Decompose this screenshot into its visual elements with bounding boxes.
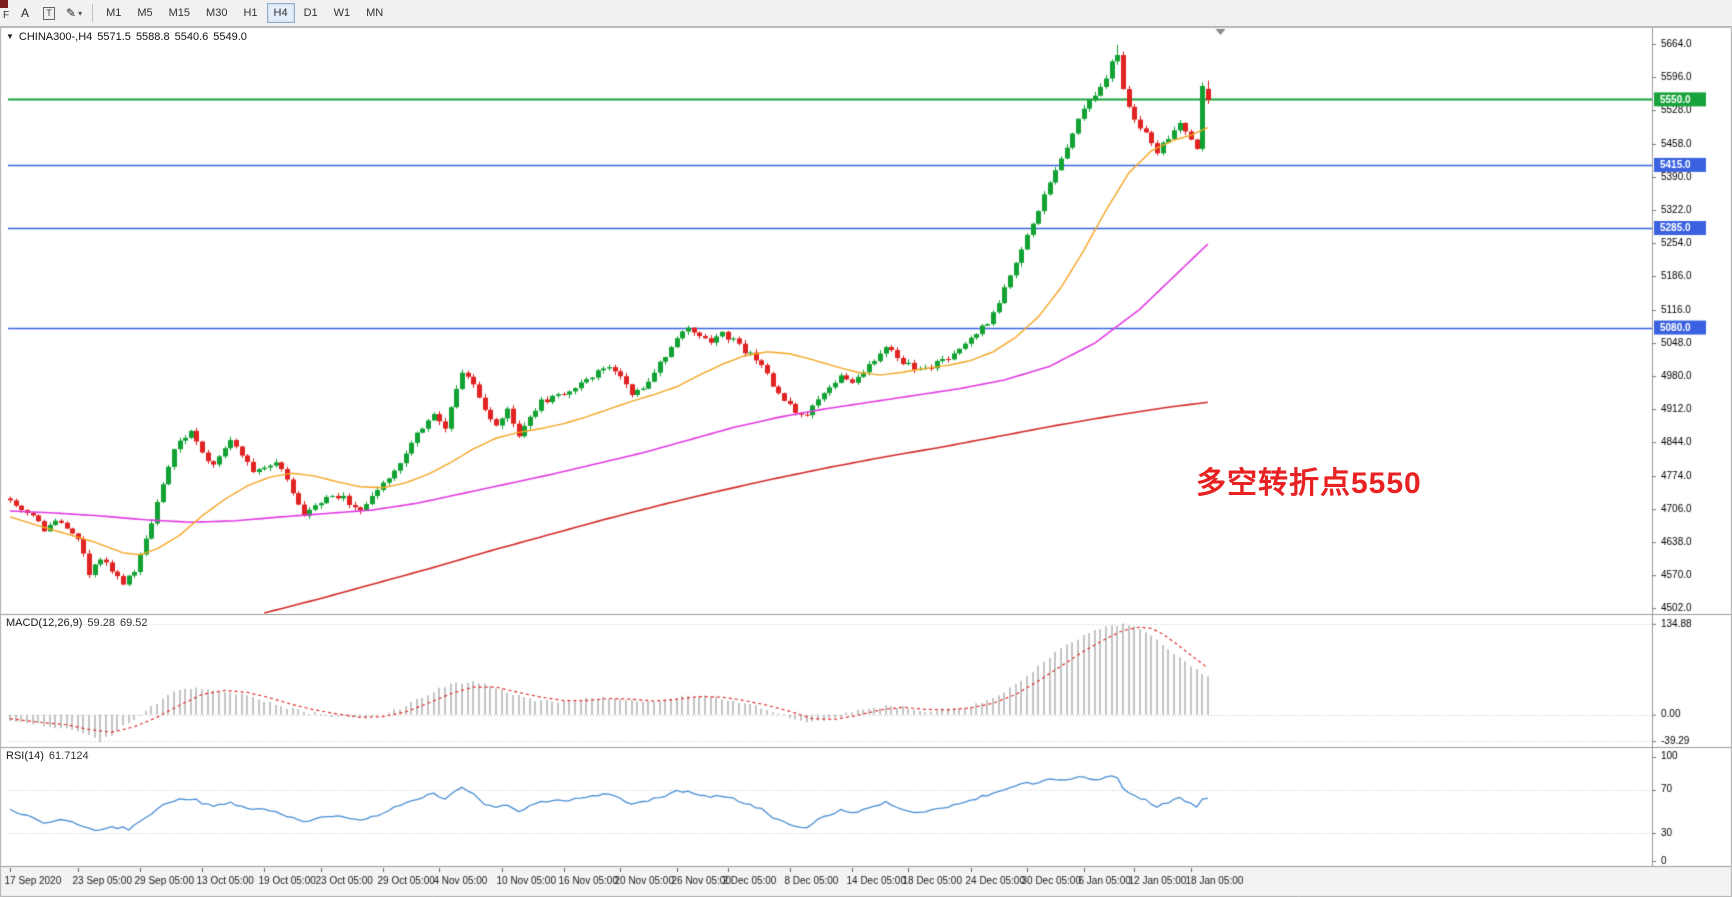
timeframe-m15[interactable]: M15 [162, 3, 197, 23]
quote-open: 5571.5 [97, 31, 131, 43]
macd-main-value: 59.28 [87, 617, 115, 629]
toolbar-corner: F [0, 0, 13, 27]
macd-signal-value: 69.52 [119, 617, 148, 629]
quote-close: 5549.0 [213, 31, 247, 43]
toolbar: F A T ✎ ▾ M1 M5 M15 M30 H1 H4 D1 W1 MN [0, 0, 1732, 27]
timeframe-m1[interactable]: M1 [99, 3, 128, 23]
label-tool-button[interactable]: T [38, 3, 60, 24]
timeframe-m30[interactable]: M30 [199, 3, 234, 23]
timeframe-mn[interactable]: MN [359, 3, 390, 23]
timeframe-h1[interactable]: H1 [236, 3, 264, 23]
quote-low: 5540.6 [174, 31, 209, 43]
macd-indicator-label: MACD(12,26,9) 59.28 69.52 [6, 617, 147, 629]
symbol-dropdown-icon[interactable]: ▼ [6, 32, 14, 41]
rsi-indicator-label: RSI(14) 61.7124 [6, 750, 89, 762]
app-icon [0, 0, 8, 8]
macd-name: MACD(12,26,9) [6, 617, 83, 629]
file-menu-label[interactable]: F [3, 9, 10, 21]
pencil-icon: ✎ [66, 6, 77, 20]
timeframe-m5[interactable]: M5 [130, 3, 159, 23]
quote-high: 5588.8 [135, 31, 170, 43]
rsi-value: 61.7124 [48, 750, 89, 762]
symbol-label: CHINA300-,H4 [18, 31, 93, 43]
timeframe-h4[interactable]: H4 [266, 3, 295, 23]
rsi-name: RSI(14) [6, 750, 44, 762]
text-tool-button[interactable]: A [14, 3, 36, 24]
quote-line: ▼ CHINA300-,H4 5571.5 5588.8 5540.6 5549.0 [6, 31, 252, 43]
chevron-down-icon: ▾ [78, 8, 83, 18]
toolbar-separator [92, 4, 94, 22]
timeframe-w1[interactable]: W1 [327, 3, 358, 23]
draw-tool-button[interactable]: ✎ ▾ [62, 3, 86, 24]
timeframe-d1[interactable]: D1 [297, 3, 325, 23]
chart-annotation[interactable]: 多空转折点5550 [1196, 467, 1422, 500]
text-frame-icon: T [43, 6, 55, 20]
